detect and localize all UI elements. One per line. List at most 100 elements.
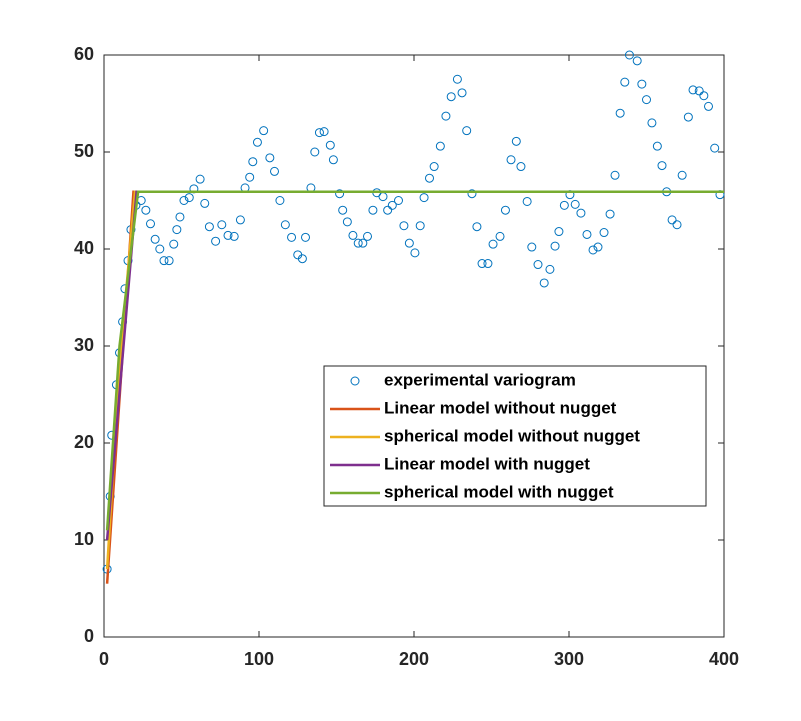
data-point (495, 231, 505, 241)
data-point (141, 205, 151, 215)
data-point (637, 79, 647, 89)
data-point (270, 166, 279, 176)
data-point (683, 112, 693, 122)
data-point (155, 244, 165, 254)
data-point (169, 239, 179, 249)
data-point (184, 193, 194, 203)
data-point (672, 220, 682, 230)
model-line (105, 190, 724, 531)
data-point (338, 205, 348, 215)
data-point (452, 74, 462, 84)
legend-label: experimental variogram (384, 370, 576, 389)
data-point (363, 231, 372, 241)
data-point (150, 234, 160, 244)
data-point (704, 101, 713, 111)
data-point (415, 221, 425, 231)
plot-area (103, 54, 725, 638)
data-point (710, 143, 720, 153)
y-tick-label: 20 (74, 432, 94, 452)
x-tick-label: 0 (99, 649, 109, 669)
data-point (229, 231, 239, 241)
data-point (516, 162, 526, 172)
data-point (314, 128, 324, 138)
data-point (328, 155, 338, 165)
y-tick-label: 0 (84, 626, 94, 646)
data-point (211, 236, 221, 246)
x-tick-label: 100 (244, 649, 274, 669)
data-point (383, 205, 393, 215)
data-point (610, 170, 620, 180)
legend-label: spherical model without nugget (384, 426, 640, 445)
data-point (348, 230, 358, 240)
data-point (342, 217, 352, 227)
data-point (677, 170, 687, 180)
data-point (624, 50, 634, 60)
data-point (325, 140, 335, 150)
data-point (265, 153, 275, 163)
legend-box (323, 365, 707, 507)
data-point (235, 215, 245, 225)
data-point (605, 209, 615, 219)
data-point (172, 225, 182, 235)
data-point (559, 200, 569, 210)
data-point (539, 278, 549, 288)
data-point (429, 162, 439, 172)
data-point (457, 88, 467, 98)
data-point (533, 260, 543, 270)
legend-label: spherical model with nugget (384, 482, 614, 501)
data-point (319, 127, 329, 137)
data-point (467, 189, 477, 199)
data-point (462, 126, 472, 136)
data-point (179, 196, 189, 205)
data-point (647, 118, 657, 128)
data-point (252, 137, 262, 147)
data-point (599, 228, 609, 238)
data-point (287, 232, 297, 242)
data-point (506, 155, 516, 165)
data-point (642, 95, 651, 105)
data-point (425, 173, 434, 183)
data-point (275, 196, 285, 205)
data-point (593, 242, 603, 252)
data-point (280, 220, 290, 230)
data-point (410, 248, 420, 258)
data-point (488, 239, 498, 249)
data-point (164, 256, 174, 266)
data-point (195, 174, 205, 184)
legend-label: Linear model with nugget (384, 454, 590, 473)
data-point (576, 208, 586, 218)
data-point (435, 141, 445, 151)
y-tick-label: 40 (74, 238, 94, 258)
data-point (204, 222, 214, 232)
legend-label: Linear model without nugget (384, 398, 617, 417)
legend-marker (350, 376, 360, 386)
data-point (657, 161, 667, 171)
data-point (217, 220, 227, 230)
data-point (175, 212, 185, 222)
data-point (694, 86, 704, 96)
data-point (399, 221, 409, 231)
data-point (588, 245, 598, 255)
data-point (358, 238, 368, 248)
data-point (667, 215, 677, 225)
data-point (446, 92, 456, 102)
data-point (652, 141, 662, 151)
data-point (545, 264, 555, 274)
data-point (335, 189, 345, 199)
data-point (394, 196, 403, 205)
data-point (472, 222, 482, 232)
data-point (441, 111, 451, 121)
data-point (582, 229, 592, 239)
data-point (146, 219, 155, 229)
data-point (159, 256, 169, 266)
data-point (248, 157, 258, 167)
y-tick-label: 60 (74, 44, 94, 64)
x-tick-label: 200 (399, 649, 429, 669)
x-tick-label: 400 (709, 649, 739, 669)
data-point (301, 232, 310, 242)
y-tick-label: 10 (74, 529, 94, 549)
x-tick-label: 300 (554, 649, 584, 669)
data-point (632, 56, 642, 66)
data-point (245, 172, 255, 182)
